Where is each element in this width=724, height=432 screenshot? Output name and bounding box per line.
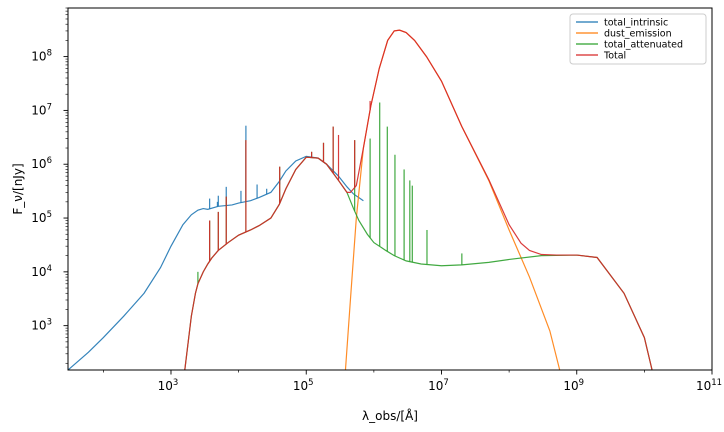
legend-label: total_attenuated [604,40,683,51]
plot-frame [67,7,713,371]
y-axis-label: F_ν/[nJy] [11,163,25,214]
y-tick-label: 108 [31,49,52,64]
x-tick-label: 103 [158,378,179,393]
y-tick-label: 106 [31,156,52,171]
series-line-total-attenuated [184,156,653,370]
x-axis-label: λ_obs/[Å] [362,408,418,423]
x-tick-label: 109 [563,378,584,393]
y-tick-label: 103 [31,318,52,333]
series-line-total-intrinsic [68,155,364,370]
y-tick-label: 105 [31,210,52,225]
legend-label: total_intrinsic [604,18,668,29]
legend: total_intrinsicdust_emissiontotal_attenu… [569,13,707,65]
axis-ticks: 103 105 107 109 1011 103 104 105 106 107 108 [31,7,722,393]
y-tick-label: 107 [31,102,52,117]
legend-box [569,13,707,65]
x-tick-label: 107 [428,378,449,393]
x-tick-label: 105 [293,378,314,393]
y-tick-label: 104 [31,264,52,279]
legend-label: Total [603,51,626,62]
plot-curves [68,29,653,370]
x-tick-label: 1011 [696,378,722,393]
series-line-Total [184,29,653,370]
legend-label: dust_emission [604,29,672,40]
series-line-dust-emission [344,29,561,370]
